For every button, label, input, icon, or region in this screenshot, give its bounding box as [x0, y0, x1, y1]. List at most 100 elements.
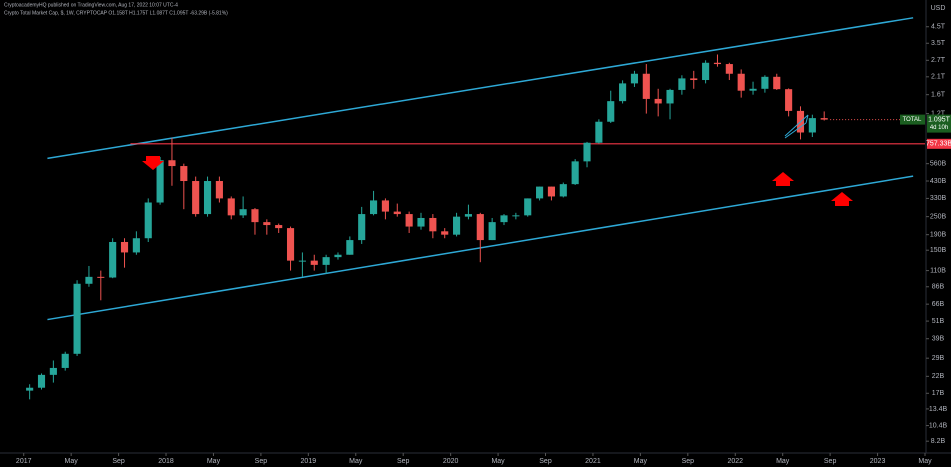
candle-body — [73, 283, 81, 354]
x-tick-label: May — [491, 458, 505, 465]
y-tick-label: 51B — [932, 318, 945, 325]
y-tick-label: 1.2T — [931, 110, 946, 117]
x-tick-label: Sep — [112, 458, 125, 465]
candle-body — [180, 166, 188, 182]
candle-body — [488, 222, 496, 241]
candle-body — [547, 186, 555, 197]
x-tick-label: Sep — [397, 458, 410, 465]
plot — [26, 17, 925, 400]
y-tick-label: 3.5T — [931, 40, 946, 47]
candle-body — [453, 216, 461, 235]
x-tick-label: 2023 — [870, 458, 886, 465]
candle-body — [429, 217, 437, 232]
last-price-label: 1.095T — [928, 116, 951, 123]
candle-body — [168, 160, 176, 167]
candle-body — [370, 200, 378, 215]
arrow-down — [142, 156, 164, 170]
last-price-tag — [927, 114, 951, 133]
y-tick-label: 17B — [932, 390, 945, 397]
candle-body — [298, 260, 306, 262]
candle-body — [737, 73, 745, 91]
y-tick-label: 330B — [930, 195, 947, 202]
candle-body — [749, 88, 757, 91]
candle-body — [642, 73, 650, 99]
candle-body — [785, 89, 793, 111]
symbol-tag-label: TOTAL — [903, 117, 922, 123]
candle-body — [203, 181, 212, 215]
y-tick-label: 430B — [930, 178, 947, 185]
x-tick-label: 2020 — [443, 458, 459, 465]
candle-body — [713, 62, 722, 65]
candle-body — [761, 76, 769, 89]
wedge-pattern — [784, 114, 809, 139]
y-unit: USD — [931, 5, 946, 12]
candle-body — [678, 78, 686, 90]
candle-body — [654, 98, 662, 104]
arrow-up — [772, 172, 794, 186]
candle-body — [405, 214, 413, 227]
arrow-up — [831, 192, 853, 206]
y-tick-label: 29B — [932, 355, 945, 362]
candle-body — [132, 238, 140, 253]
candle-body — [37, 374, 46, 388]
y-tick-label: 2.1T — [931, 74, 946, 81]
candle-body — [120, 241, 129, 253]
candle-body — [215, 181, 223, 199]
x-tick-label: May — [207, 458, 221, 465]
author-line: CryptoacademyHQ published on TradingView… — [4, 2, 178, 8]
y-tick-label: 250B — [930, 213, 947, 220]
candle-body — [702, 62, 710, 81]
candle-body — [441, 231, 449, 235]
candle-body — [275, 225, 283, 229]
candle-body — [26, 387, 34, 391]
x-tick-label: Sep — [255, 458, 268, 465]
x-tick-label: May — [349, 458, 363, 465]
x-tick-label: Sep — [824, 458, 837, 465]
candle-body — [251, 209, 259, 223]
y-tick-label: 13.4B — [929, 406, 948, 413]
y-tick-label: 110B — [930, 267, 946, 274]
candle-body — [417, 217, 425, 227]
symbol-tag — [900, 114, 925, 125]
y-tick-label: 39B — [932, 336, 945, 343]
candle-body — [524, 198, 532, 216]
x-tick-label: Sep — [539, 458, 552, 465]
y-tick-label: 150B — [930, 247, 947, 254]
candle-body — [381, 200, 389, 212]
candle-body — [109, 241, 117, 278]
y-tick-label: 86B — [932, 284, 945, 291]
x-tick-label: May — [918, 458, 932, 465]
candle-body — [61, 353, 69, 368]
countdown-label: 4d 10h — [930, 125, 948, 131]
candle-body — [239, 209, 247, 216]
candle-body — [393, 211, 401, 215]
candle-body — [500, 215, 508, 223]
candle-body — [192, 181, 200, 215]
candle-body — [690, 78, 698, 81]
y-tick-label: 4.5T — [931, 24, 946, 31]
candle-body — [619, 83, 627, 102]
candle-body — [583, 142, 591, 162]
candle-body — [97, 276, 105, 278]
y-tick-label: 2.7T — [931, 57, 946, 64]
candle-body — [607, 101, 615, 122]
y-tick-label: 8.2B — [931, 438, 946, 445]
candle-body — [559, 184, 567, 197]
y-tick-label: 560B — [930, 161, 947, 168]
candle-body — [346, 240, 354, 255]
y-tick-label: 66B — [932, 301, 945, 308]
candle-body — [571, 161, 579, 185]
candle-body — [476, 214, 484, 241]
x-tick-label: 2022 — [727, 458, 743, 465]
candle-body — [358, 214, 366, 241]
candle-body — [263, 222, 271, 226]
candle-body — [464, 214, 472, 217]
candle-body — [322, 257, 330, 265]
candle-body — [808, 118, 816, 133]
price-tag-label: 757.33B — [926, 141, 951, 148]
candle-body — [630, 73, 639, 84]
x-tick-label: Sep — [682, 458, 695, 465]
